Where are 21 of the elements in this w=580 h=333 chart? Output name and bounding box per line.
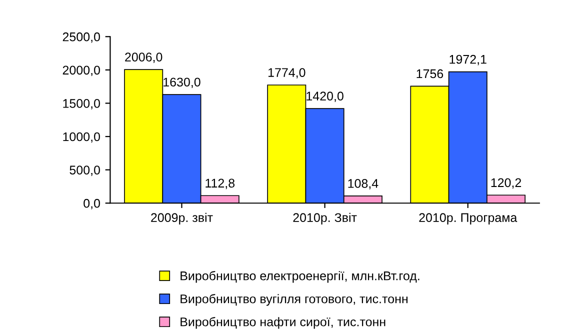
data-label: 120,2 [491,178,522,189]
data-label: 2006,0 [125,52,162,63]
y-tick-label: 2500,0 [62,32,100,43]
y-tick-label: 0,0 [84,198,100,210]
data-label: 108,4 [348,179,378,190]
y-tick-label: 1000,0 [63,132,100,143]
data-label: 1420,0 [306,92,344,102]
y-tick-label: 1500,0 [63,99,100,110]
legend-label: Виробництво електроенергії, млн.кВт.год. [180,270,420,283]
legend-label: Виробництво нафти сирої, тис.тонн [180,317,386,329]
legend-label: Виробництво вугілля готового, тис.тонн [180,294,408,306]
data-label: 1972,1 [450,54,486,66]
data-label: 1756 [416,69,444,78]
x-tick-label: 2010р. Програма [419,213,518,225]
y-tick-label: 500,0 [70,166,100,176]
data-label: 1630,0 [164,78,200,88]
y-tick-label: 2000,0 [62,66,100,76]
x-tick-label: 2010р. Звіт [293,212,357,225]
data-label: 112,8 [206,178,235,190]
data-label: 1774,0 [268,68,306,78]
x-tick-label: 2009р. звіт [151,212,213,225]
